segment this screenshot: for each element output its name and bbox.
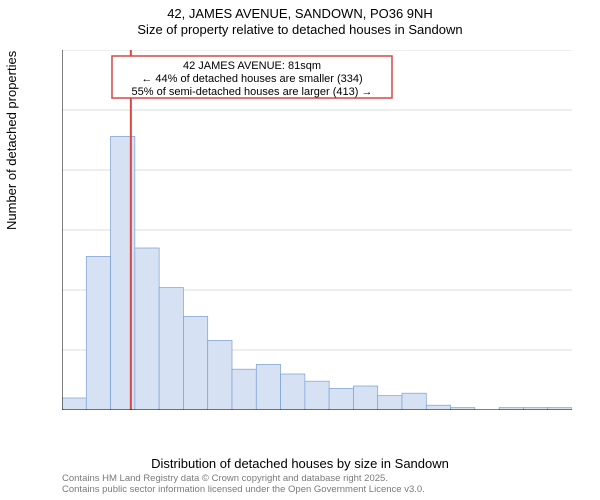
annotation-text: 55% of semi-detached houses are larger (…: [132, 86, 373, 98]
annotation-text: ← 44% of detached houses are smaller (33…: [141, 73, 362, 85]
histogram-bar: [256, 364, 280, 410]
histogram-bar: [305, 381, 329, 410]
y-axis-label: Number of detached properties: [4, 51, 19, 230]
histogram-bar: [232, 369, 256, 410]
histogram-bar: [159, 288, 183, 410]
histogram-bar: [183, 316, 207, 410]
histogram-bar: [208, 340, 232, 410]
annotation-text: 42 JAMES AVENUE: 81sqm: [183, 60, 321, 72]
page-title-line2: Size of property relative to detached ho…: [0, 22, 600, 38]
histogram-bar: [281, 374, 305, 410]
histogram-bar: [378, 396, 402, 410]
histogram-bar: [329, 388, 353, 410]
histogram-bar: [62, 398, 86, 410]
histogram-bar: [353, 386, 377, 410]
histogram-bar: [135, 248, 159, 410]
histogram-bar: [402, 393, 426, 410]
page-title-line1: 42, JAMES AVENUE, SANDOWN, PO36 9NH: [0, 6, 600, 22]
footer-line2: Contains public sector information licen…: [62, 485, 425, 496]
histogram-plot: 42 JAMES AVENUE: 81sqm ← 44% of detached…: [62, 50, 572, 410]
attribution-footer: Contains HM Land Registry data © Crown c…: [62, 474, 425, 496]
histogram-bar: [426, 405, 450, 410]
x-axis-label: Distribution of detached houses by size …: [0, 456, 600, 471]
histogram-bar: [86, 256, 110, 410]
